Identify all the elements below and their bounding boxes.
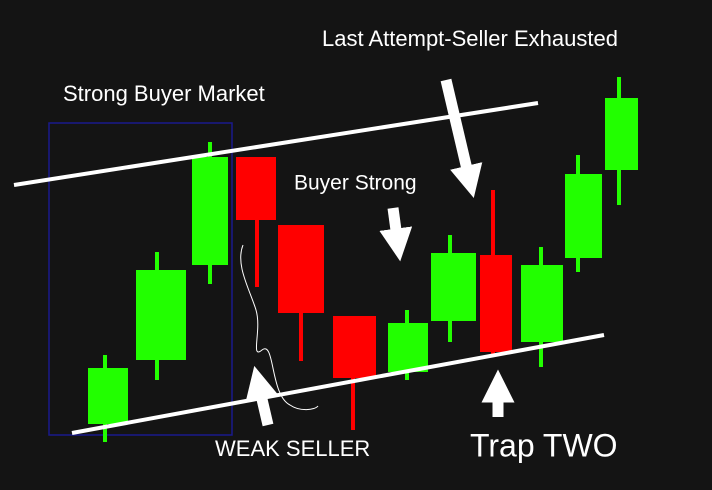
annotation: Buyer Strong bbox=[294, 172, 417, 195]
annotation: Trap TWO bbox=[470, 427, 618, 463]
candle bbox=[388, 323, 428, 372]
annotation: WEAK SELLER bbox=[215, 436, 370, 461]
candle bbox=[480, 255, 512, 352]
hand-drawn-curve bbox=[240, 244, 319, 411]
wick bbox=[255, 157, 259, 287]
candle bbox=[278, 225, 324, 313]
candle bbox=[605, 98, 638, 170]
candle bbox=[521, 265, 563, 342]
arrow bbox=[379, 207, 413, 262]
annotation: Last Attempt-Seller Exhausted bbox=[322, 26, 618, 51]
candle bbox=[136, 270, 186, 360]
highlight-box bbox=[48, 122, 233, 436]
support-line bbox=[71, 333, 605, 435]
candle bbox=[236, 157, 276, 220]
candle bbox=[431, 253, 476, 321]
candle bbox=[88, 368, 128, 424]
annotation: Strong Buyer Market bbox=[63, 81, 265, 106]
candle bbox=[192, 157, 228, 265]
arrow bbox=[245, 365, 278, 427]
candle bbox=[565, 174, 602, 258]
candle bbox=[333, 316, 376, 378]
arrow bbox=[440, 78, 483, 199]
candles bbox=[88, 77, 638, 442]
